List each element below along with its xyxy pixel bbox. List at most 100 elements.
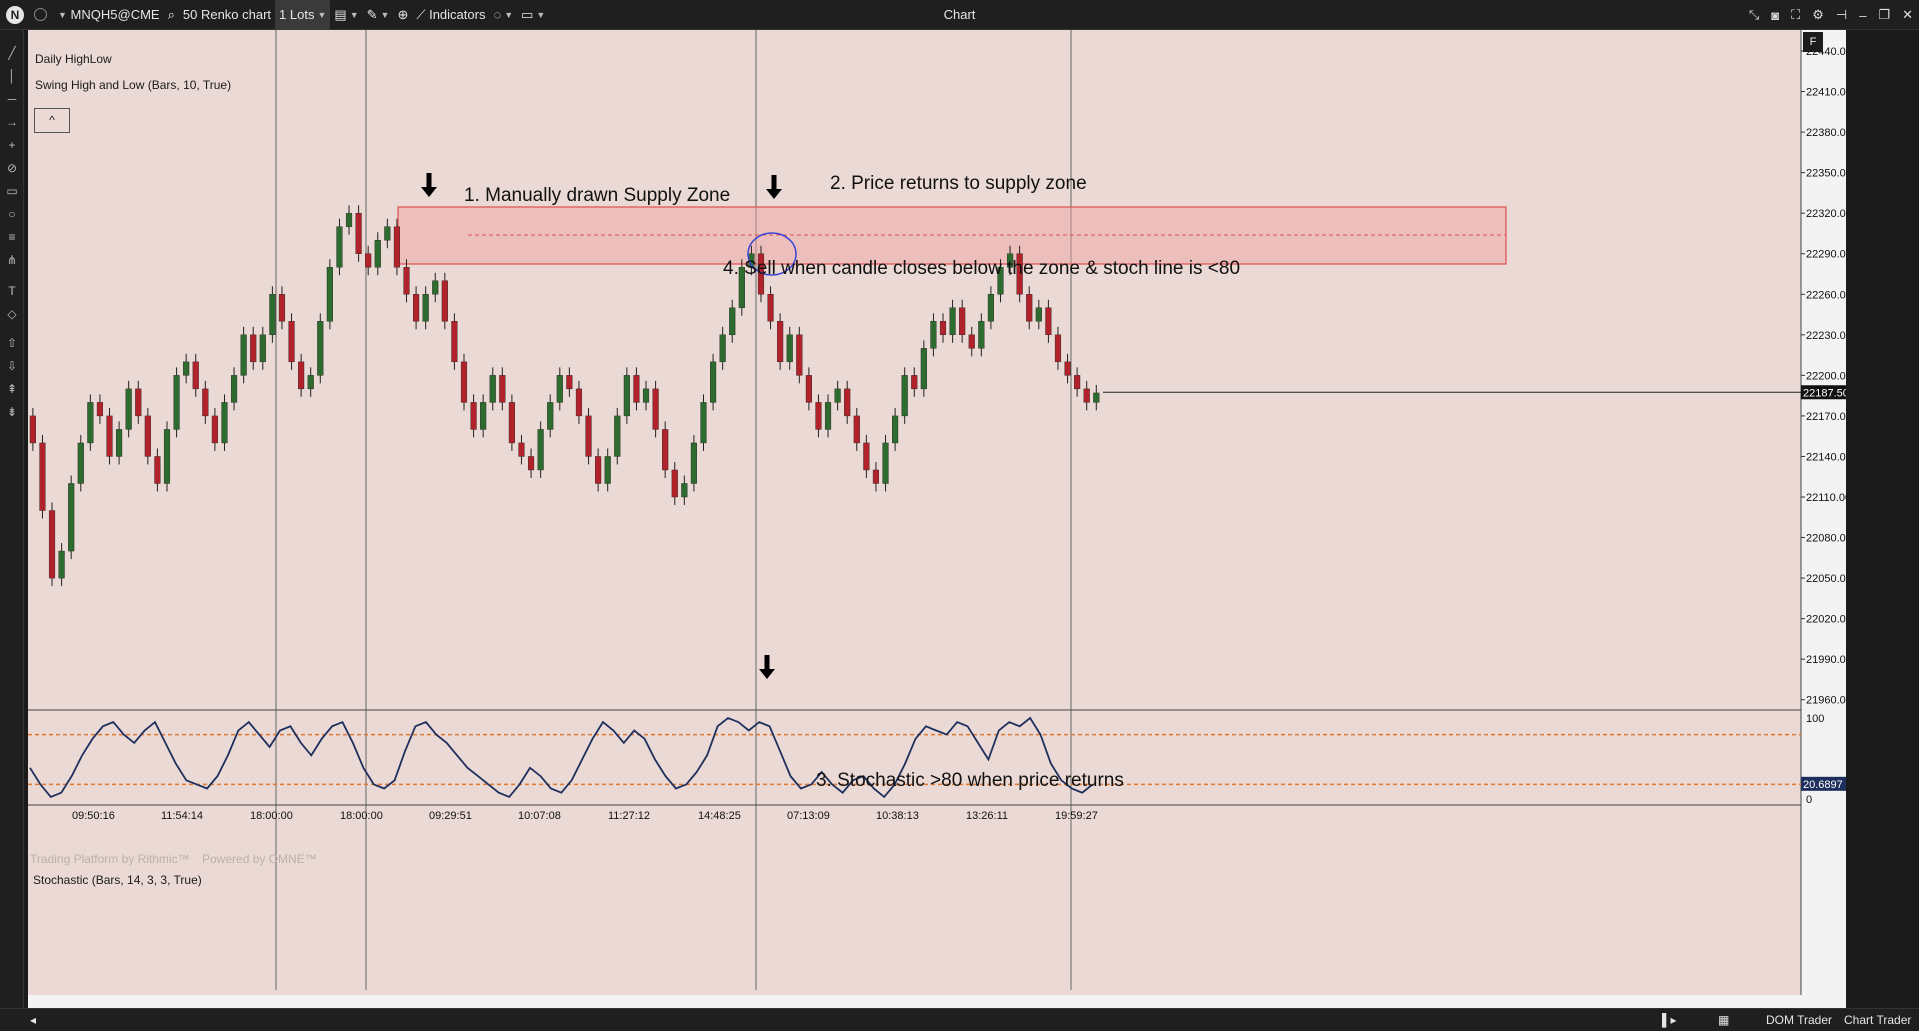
expand-icon[interactable]: ⛶	[1791, 7, 1801, 22]
ellipse-icon[interactable]: ○	[8, 207, 16, 221]
price-axis-label: 22380.00	[1806, 127, 1846, 139]
candle	[298, 361, 305, 390]
candle	[1035, 307, 1042, 322]
candle	[719, 334, 726, 363]
indicators-label: Indicators	[429, 7, 486, 22]
candle	[135, 388, 142, 417]
candle	[489, 375, 496, 403]
candle	[662, 429, 669, 471]
stoch-value-tag	[1801, 776, 1846, 791]
crosshair-icon[interactable]: +	[8, 138, 16, 152]
candle	[1083, 388, 1090, 403]
stoch-axis-label: 100	[1806, 713, 1824, 725]
candle	[882, 442, 889, 484]
candle	[777, 321, 784, 363]
vertical-line-icon[interactable]: │	[8, 69, 16, 83]
candle	[48, 510, 56, 579]
time-axis-label: 09:29:51	[429, 810, 472, 822]
settings-icon[interactable]: ⚙	[1812, 7, 1824, 22]
candle	[230, 375, 238, 403]
time-axis-background	[28, 995, 1846, 1008]
ray-icon[interactable]: →	[6, 115, 18, 129]
chevron-down-icon: ▼	[58, 9, 67, 20]
stoch-line	[29, 716, 1094, 799]
candle	[604, 456, 611, 484]
scroll-left-icon[interactable]: ◂	[30, 1013, 37, 1027]
current-price-label: 22187.50	[1803, 387, 1846, 399]
app-logo-icon[interactable]: N	[6, 5, 24, 24]
strategies-icon[interactable]: ◌ ▼	[493, 7, 514, 22]
candle	[690, 442, 697, 484]
lots-selector[interactable]: 1 Lots ▼	[275, 0, 331, 30]
candle	[508, 402, 515, 444]
line-tool-icon[interactable]: ╱	[8, 46, 16, 60]
price-chart[interactable]: 22440.0022410.0022380.0022350.0022320.00…	[28, 30, 1846, 1008]
symbol-label: MNQH5@CME	[70, 7, 160, 22]
templates-icon[interactable]: ▭ ▼	[521, 6, 546, 22]
pin-icon[interactable]: ⊣	[1835, 7, 1848, 22]
candle	[499, 375, 506, 403]
candle	[595, 456, 602, 484]
collapse-legend-button[interactable]: ^	[34, 108, 70, 133]
drawing-tools-icon[interactable]: ✎ ▼	[366, 6, 390, 22]
indicators-button[interactable]: ⟋ Indicators	[412, 0, 489, 30]
symbol-selector[interactable]: ▼ MNQH5@CME	[51, 0, 164, 30]
candle	[269, 294, 276, 336]
candle	[537, 429, 544, 471]
chart-type-label: 50 Renko chart	[182, 7, 272, 22]
ruler-icon[interactable]: ⊘	[6, 161, 18, 175]
link-icon[interactable]: ⤡	[1748, 7, 1760, 22]
arrow-supply-zone-head	[421, 187, 437, 197]
sort-down-icon[interactable]: ⇟	[6, 405, 18, 419]
candle	[729, 307, 736, 336]
restore-icon[interactable]: ❐	[1878, 7, 1891, 22]
time-axis-label: 18:00:00	[340, 810, 383, 822]
rectangle-icon[interactable]: ▭	[6, 184, 18, 198]
candle	[872, 469, 880, 484]
indicators-icon: ⟋	[416, 6, 426, 22]
candle	[307, 375, 314, 390]
candle	[815, 402, 822, 430]
candle	[547, 402, 554, 430]
candle	[432, 280, 439, 295]
candle	[920, 348, 927, 390]
minimize-icon[interactable]: –	[1859, 7, 1867, 23]
candle	[863, 442, 870, 471]
price-axis-label: 22200.00	[1806, 370, 1846, 382]
data-box-icon[interactable]: ▤ ▼	[334, 6, 359, 22]
annotation-price-returns: 2. Price returns to supply zone	[830, 173, 1087, 194]
chart-trader-button[interactable]: Chart Trader	[1844, 1013, 1912, 1027]
calendar-icon[interactable]: ▦	[1718, 1013, 1730, 1027]
time-axis-label: 11:54:14	[161, 810, 203, 822]
close-icon[interactable]: ✕	[1902, 7, 1913, 22]
price-axis-label: 22080.00	[1806, 533, 1846, 545]
candle	[29, 415, 36, 444]
candle	[566, 375, 573, 390]
flag-button[interactable]: F	[1803, 32, 1823, 52]
chart-type-selector[interactable]: 50 Renko chart	[179, 0, 275, 30]
annotation-supply-zone: 1. Manually drawn Supply Zone	[464, 185, 731, 206]
arrow-up-icon[interactable]: ⇧	[6, 336, 18, 350]
arrow-down-icon[interactable]: ⇩	[6, 359, 18, 373]
chart-area[interactable]: 22440.0022410.0022380.0022350.0022320.00…	[28, 30, 1846, 1008]
zoom-icon[interactable]: ⊕	[397, 6, 409, 22]
candle	[710, 361, 717, 403]
screenshot-icon[interactable]: ◙	[1771, 7, 1780, 23]
candle	[336, 226, 343, 268]
search-icon[interactable]: ⌕	[167, 6, 175, 22]
candle	[796, 334, 803, 376]
pitchfork-icon[interactable]: ⋔	[6, 253, 18, 267]
candle	[183, 361, 190, 376]
horizontal-line-icon[interactable]: ─	[7, 92, 17, 106]
sort-up-icon[interactable]: ⇞	[6, 382, 18, 396]
candle	[87, 402, 94, 444]
candle	[480, 402, 487, 430]
fibonacci-icon[interactable]: ≡	[8, 230, 16, 244]
scroll-handle-icon[interactable]: ▌▸	[1662, 1013, 1677, 1027]
tag-icon[interactable]: ◇	[7, 307, 17, 321]
text-icon[interactable]: T	[8, 284, 16, 298]
dom-trader-button[interactable]: DOM Trader	[1766, 1013, 1833, 1027]
window-title: Chart	[943, 7, 976, 22]
price-axis-label: 22290.00	[1806, 249, 1846, 261]
candle	[326, 267, 333, 322]
